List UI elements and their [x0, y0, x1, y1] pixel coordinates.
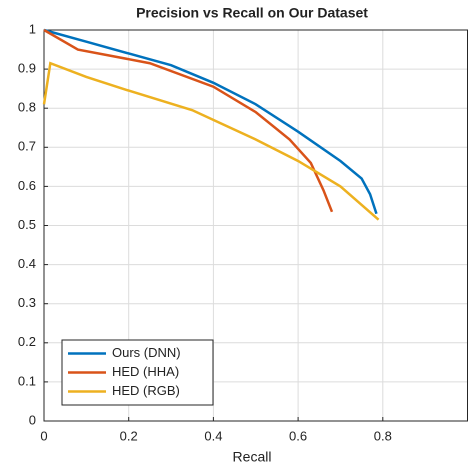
series-line — [43, 28, 334, 213]
legend-box — [61, 339, 214, 406]
series-line — [43, 28, 378, 215]
y-tick-label: 0 — [29, 412, 36, 427]
x-axis-label: Recall — [233, 449, 272, 465]
y-tick-label: 0.9 — [18, 61, 36, 76]
y-tick-label: 0.2 — [18, 334, 36, 349]
legend-label: Ours (DNN) — [112, 345, 181, 360]
x-tick-label: 0 — [40, 428, 47, 443]
y-tick-label: 0.7 — [18, 139, 36, 154]
y-tick-label: 0.1 — [18, 373, 36, 388]
x-tick-label: 0.4 — [204, 428, 222, 443]
x-tick-label: 0.2 — [120, 428, 138, 443]
legend-label: HED (RGB) — [112, 383, 180, 398]
y-tick-label: 0.3 — [18, 295, 36, 310]
legend-label: HED (HHA) — [112, 364, 179, 379]
y-tick-label: 0.4 — [18, 256, 36, 271]
x-tick-label: 0.6 — [289, 428, 307, 443]
chart-title: Precision vs Recall on Our Dataset — [136, 5, 368, 21]
y-tick-label: 0.8 — [18, 100, 36, 115]
series-line — [42, 61, 380, 221]
plot-frame — [43, 29, 468, 422]
y-tick-label: 0.5 — [18, 217, 36, 232]
x-tick-label: 0.8 — [374, 428, 392, 443]
y-tick-label: 0.6 — [18, 178, 36, 193]
y-tick-label: 1 — [29, 21, 36, 36]
